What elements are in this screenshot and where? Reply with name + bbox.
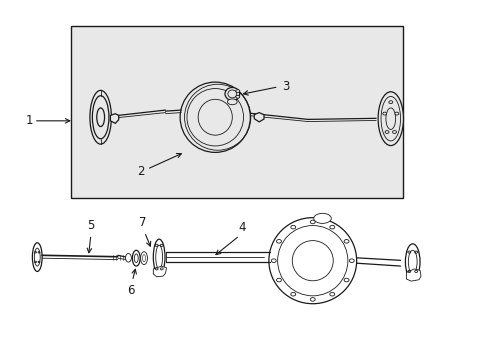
Circle shape — [235, 95, 239, 98]
Circle shape — [276, 239, 281, 243]
Ellipse shape — [180, 82, 250, 152]
Circle shape — [310, 220, 315, 224]
Polygon shape — [406, 269, 420, 281]
Ellipse shape — [377, 92, 403, 145]
Circle shape — [382, 112, 386, 115]
Ellipse shape — [132, 250, 140, 266]
Text: 3: 3 — [282, 80, 289, 93]
Ellipse shape — [268, 218, 356, 304]
Ellipse shape — [313, 213, 330, 224]
Ellipse shape — [405, 244, 419, 280]
Ellipse shape — [224, 87, 239, 100]
Circle shape — [290, 225, 295, 229]
Circle shape — [276, 278, 281, 282]
Bar — [71, 26, 402, 198]
Text: 4: 4 — [238, 221, 245, 234]
Circle shape — [310, 298, 315, 301]
Ellipse shape — [125, 253, 131, 262]
Polygon shape — [254, 113, 264, 122]
Circle shape — [290, 292, 295, 296]
Circle shape — [271, 259, 276, 262]
Ellipse shape — [32, 243, 42, 271]
Ellipse shape — [227, 99, 237, 105]
Polygon shape — [110, 114, 119, 123]
Circle shape — [392, 131, 396, 134]
Text: 1: 1 — [25, 114, 33, 127]
Ellipse shape — [141, 252, 147, 265]
Circle shape — [329, 225, 334, 229]
Polygon shape — [153, 266, 166, 277]
Circle shape — [385, 131, 388, 134]
Circle shape — [348, 259, 353, 262]
Ellipse shape — [90, 90, 111, 144]
Circle shape — [394, 112, 398, 115]
Text: 2: 2 — [137, 165, 144, 178]
Circle shape — [235, 90, 239, 93]
Circle shape — [388, 101, 392, 104]
Text: 6: 6 — [127, 284, 135, 297]
Ellipse shape — [153, 239, 164, 275]
Circle shape — [344, 278, 348, 282]
Text: 7: 7 — [139, 216, 146, 229]
Text: 5: 5 — [87, 219, 94, 232]
Circle shape — [344, 239, 348, 243]
Circle shape — [329, 292, 334, 296]
Ellipse shape — [385, 108, 395, 130]
